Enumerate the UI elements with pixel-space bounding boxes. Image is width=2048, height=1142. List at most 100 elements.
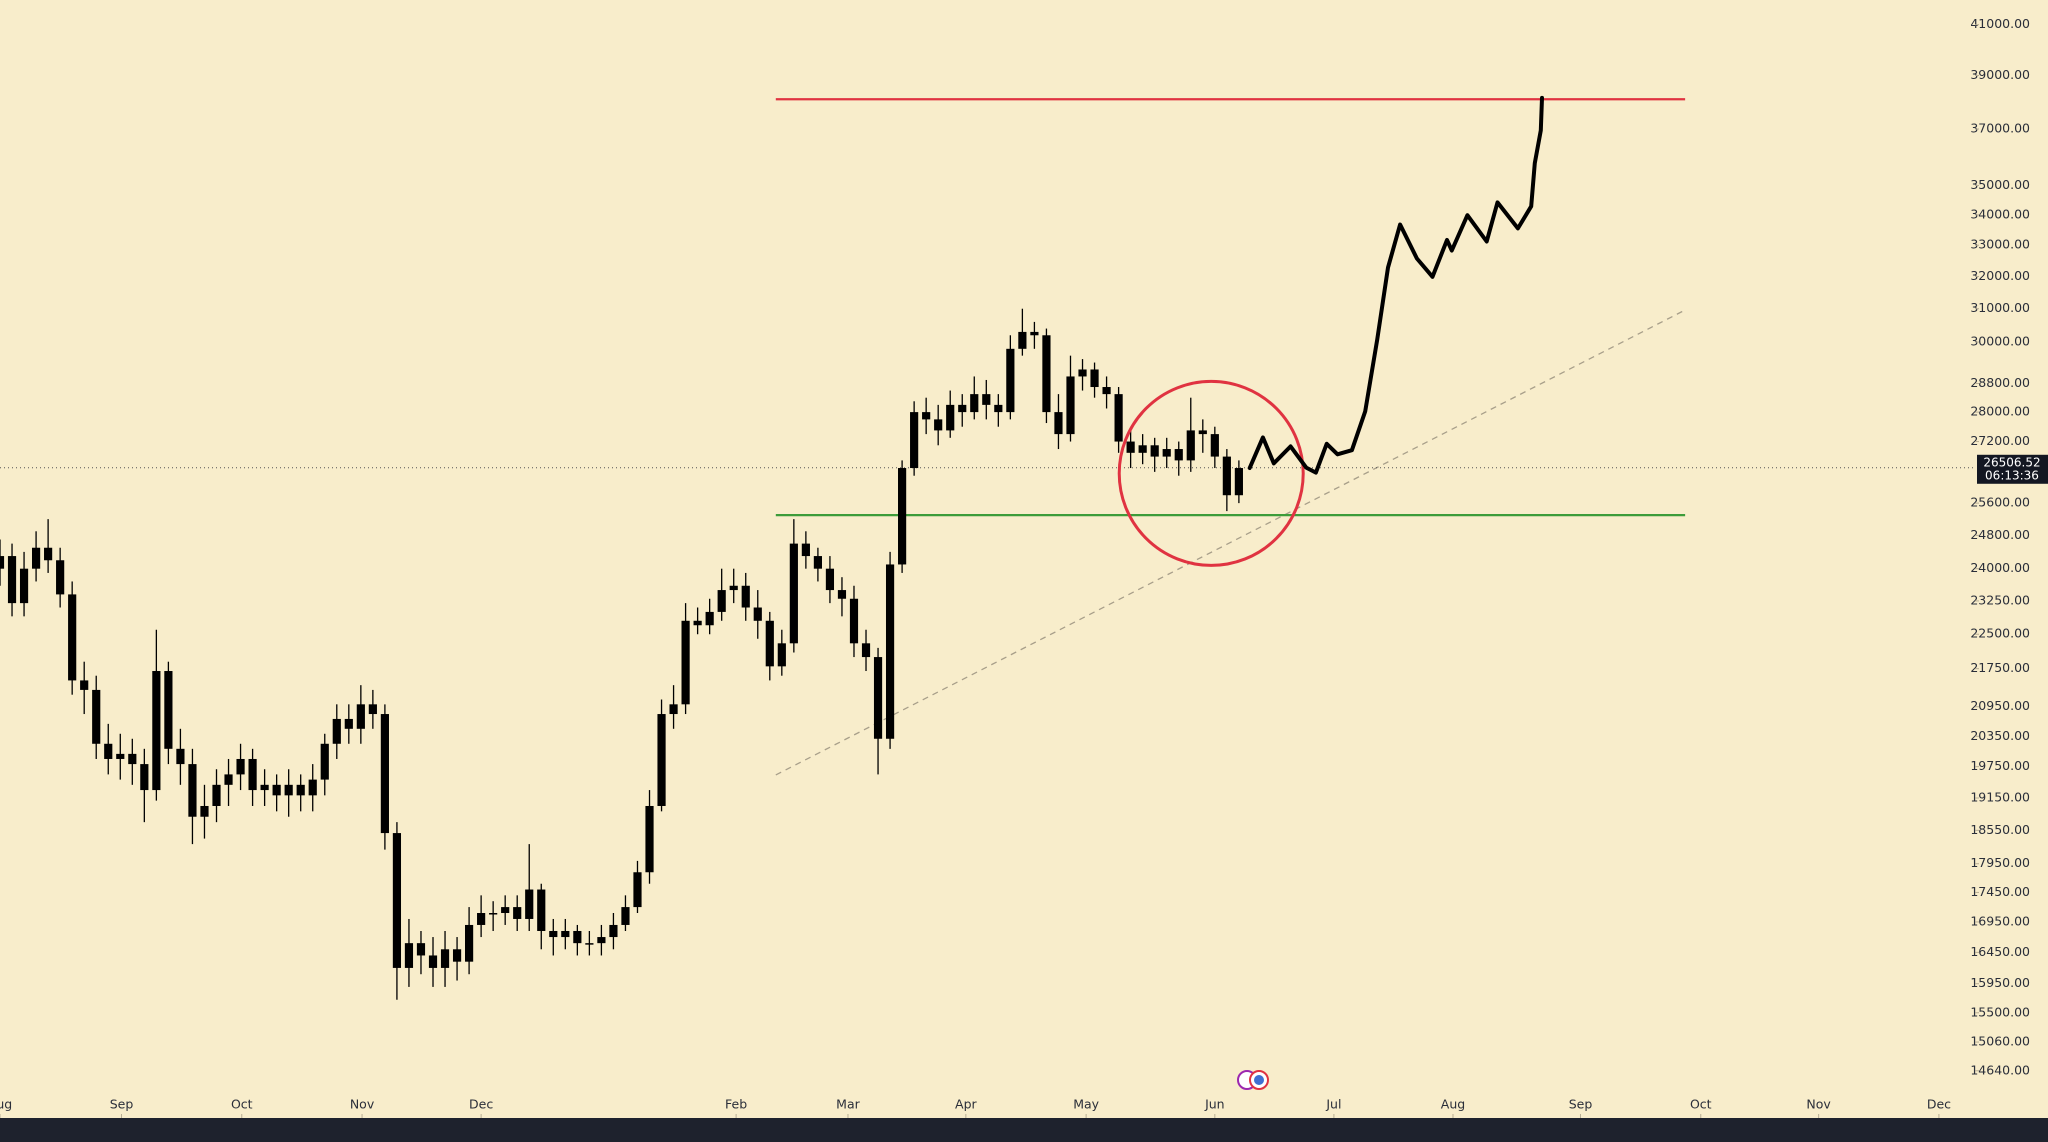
candle-body	[80, 680, 89, 690]
candle-body	[873, 657, 883, 739]
y-tick-label: 34000.00	[1970, 206, 2030, 221]
candle-body	[440, 949, 450, 968]
candle-body	[885, 564, 895, 739]
candle-body	[549, 930, 558, 938]
candle-body	[1054, 412, 1063, 435]
y-tick-label: 15060.00	[1970, 1034, 2030, 1049]
candle-body	[392, 833, 402, 968]
candle-body	[825, 568, 835, 591]
y-tick-label: 17450.00	[1970, 884, 2030, 899]
candle-body	[1198, 430, 1207, 435]
y-tick-label: 37000.00	[1970, 120, 2030, 135]
candle-body	[837, 590, 847, 599]
candle-body	[1102, 387, 1111, 395]
candle-body	[801, 543, 810, 557]
candle-body	[104, 743, 113, 759]
candle-body	[753, 607, 762, 621]
candle-body	[404, 943, 414, 968]
y-tick-label: 14640.00	[1970, 1062, 2030, 1077]
candle-body	[224, 774, 233, 785]
event-icons[interactable]	[1237, 1070, 1269, 1090]
y-tick-label: 20350.00	[1970, 728, 2030, 743]
candle-body	[501, 907, 510, 914]
candle-body	[416, 943, 426, 956]
y-tick-label: 31000.00	[1970, 300, 2030, 315]
candle-body	[681, 620, 690, 705]
candle-body	[693, 620, 702, 626]
price-tag-countdown: 06:13:36	[1985, 468, 2039, 482]
y-tick-label: 39000.00	[1970, 67, 2030, 82]
y-tick-label: 21750.00	[1970, 660, 2030, 675]
candle-body	[0, 556, 5, 569]
y-tick-label: 28800.00	[1970, 375, 2030, 390]
candle-body	[1066, 376, 1075, 435]
candle-body	[1138, 445, 1147, 453]
candle-body	[657, 714, 666, 806]
candle-body	[320, 743, 329, 780]
candle-body	[777, 643, 786, 667]
candle-body	[994, 404, 1003, 413]
y-tick-label: 24000.00	[1970, 560, 2030, 575]
candle-body	[525, 889, 534, 919]
y-tick-label: 22500.00	[1970, 626, 2030, 641]
y-tick-label: 32000.00	[1970, 268, 2030, 283]
candle-body	[1162, 449, 1171, 457]
y-tick-label: 24800.00	[1970, 527, 2030, 542]
y-tick-label: 23250.00	[1970, 592, 2030, 607]
y-tick-label: 30000.00	[1970, 334, 2030, 349]
candle-body	[609, 924, 618, 938]
candle-body	[368, 704, 377, 715]
candle-body	[19, 568, 29, 604]
candle-body	[910, 412, 919, 469]
candle-body	[898, 468, 907, 565]
price-tag	[1977, 454, 2048, 484]
x-tick-label: Nov	[1806, 1097, 1831, 1112]
y-tick-label: 17950.00	[1970, 855, 2030, 870]
candle-body	[428, 955, 438, 968]
candle-body	[621, 907, 630, 925]
y-tick-label: 18550.00	[1970, 822, 2030, 837]
candle-body	[284, 784, 293, 796]
x-tick-label: Oct	[1690, 1097, 1712, 1112]
x-tick-label: Jun	[1204, 1097, 1225, 1112]
y-tick-label: 15500.00	[1970, 1004, 2030, 1019]
candle-body	[296, 784, 305, 796]
projection-path	[1247, 95, 1544, 475]
candle-body	[1222, 456, 1231, 496]
candle-body	[272, 784, 281, 796]
x-tick-label: Mar	[836, 1097, 860, 1112]
candle-body	[1030, 331, 1039, 336]
candle-body	[561, 930, 570, 938]
candle-body	[56, 560, 65, 595]
candle-body	[248, 758, 257, 791]
candle-body	[922, 412, 931, 420]
candle-body	[789, 543, 798, 644]
candle-body	[212, 784, 221, 806]
candle-body	[260, 784, 269, 791]
candle-body	[1186, 430, 1195, 461]
candle-body	[1018, 331, 1027, 349]
candle-body	[380, 714, 389, 834]
y-tick-label: 16450.00	[1970, 944, 2030, 959]
x-tick-label: Oct	[231, 1097, 253, 1112]
candle-body	[116, 753, 125, 759]
y-tick-label: 41000.00	[1970, 16, 2030, 31]
candle-body	[176, 748, 185, 765]
trendline	[775, 309, 1686, 776]
candle-body	[1150, 445, 1159, 457]
candle-body	[44, 547, 53, 561]
candle-body	[188, 764, 197, 817]
x-tick-label: Aug	[0, 1097, 12, 1112]
candle-body	[633, 872, 642, 908]
y-tick-label: 27200.00	[1970, 433, 2030, 448]
candle-body	[537, 889, 546, 931]
y-tick-label: 33000.00	[1970, 237, 2030, 252]
plot-area	[0, 95, 1975, 1118]
x-tick-label: May	[1073, 1097, 1099, 1112]
candle-body	[1090, 369, 1099, 388]
x-tick-label: Feb	[725, 1097, 747, 1112]
x-tick-label: Sep	[1569, 1097, 1593, 1112]
candle-body	[332, 718, 341, 744]
y-tick-label: 28000.00	[1970, 404, 2030, 419]
